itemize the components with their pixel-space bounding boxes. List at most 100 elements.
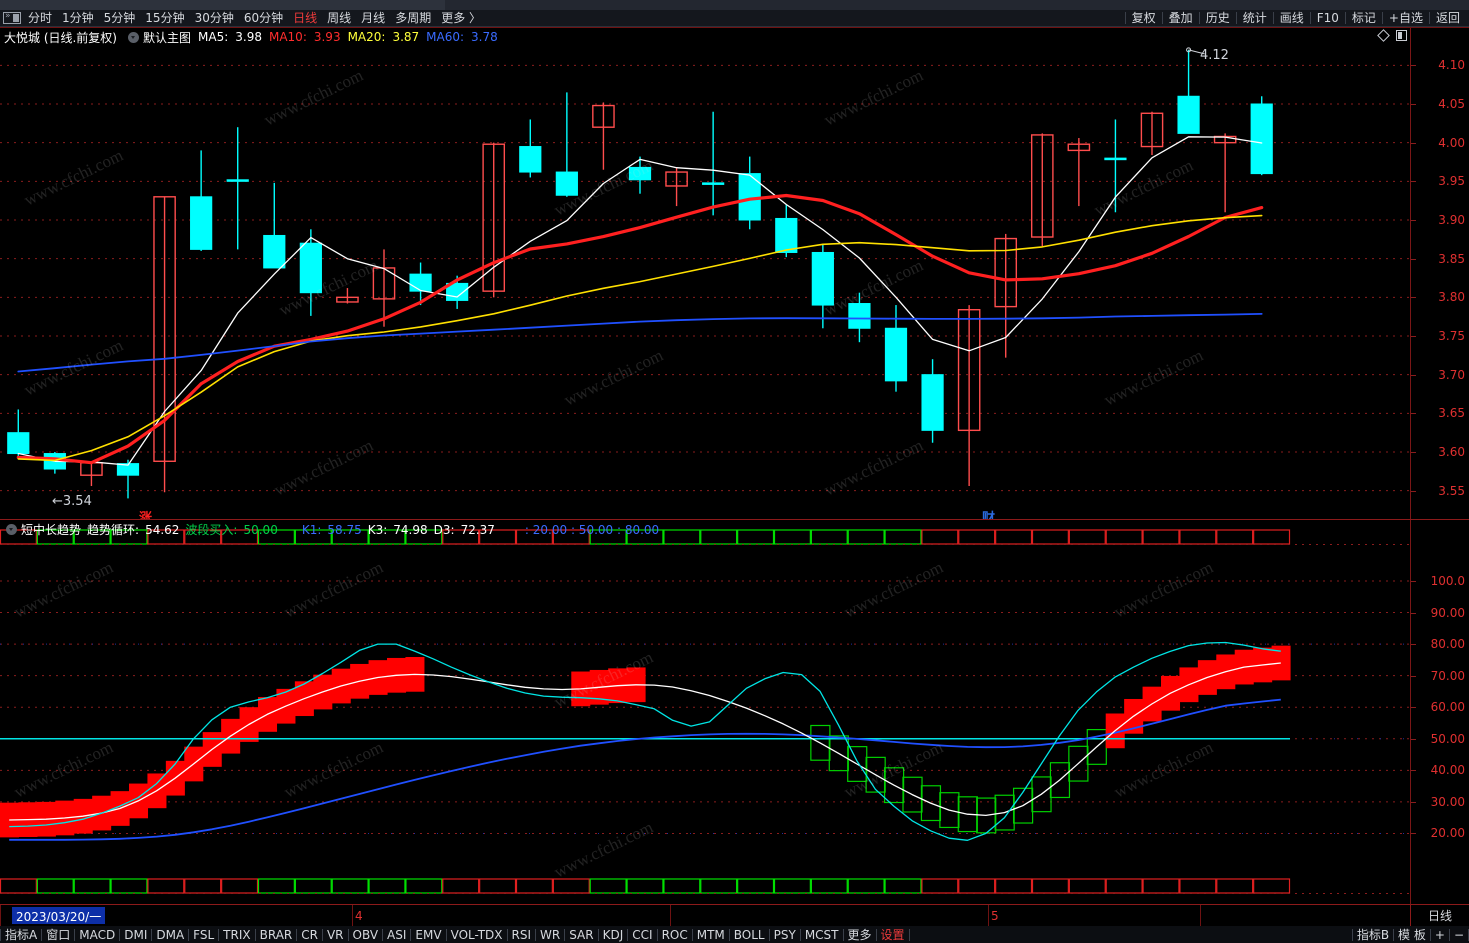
bb-vr[interactable]: VR [323,928,349,941]
toolbar-mark[interactable]: 标记 [1344,12,1382,24]
x-axis-tick [670,905,671,926]
window-tab[interactable] [0,0,330,10]
period-item-30min[interactable]: 30分钟 [194,11,234,25]
period-item-5min[interactable]: 5分钟 [103,11,136,25]
bb-trix[interactable]: TRIX [219,928,256,941]
indicator-tick-label: 40.00 [1430,763,1465,778]
bb-template[interactable]: 模 板 [1394,928,1431,941]
bb-cr[interactable]: CR [297,928,323,941]
period-item-fenshi[interactable]: 分时 [28,11,53,25]
toolbar-history[interactable]: 历史 [1198,12,1236,24]
bb-dmi[interactable]: DMI [120,928,153,941]
bb-boll[interactable]: BOLL [730,928,770,941]
pane-layout-icon[interactable] [1396,30,1407,41]
price-tick-mark [1411,452,1416,453]
indicator-tick-mark [1411,644,1416,646]
toolbar-f10[interactable]: F10 [1309,12,1345,24]
bb-indicator-a[interactable]: 指标A [0,928,43,941]
indicator-title[interactable]: 短中长趋势 [21,523,82,537]
indicator-chart-header: 短中长趋势 趋势循环: 54.62 波段买入: 50.00 K1: 58.75 … [0,520,1469,539]
ma5-label: MA5: [198,30,229,44]
date-readout: 2023/03/20/一 [12,907,106,924]
price-tick-mark [1411,65,1416,67]
x-axis-tick [1200,905,1201,926]
bb-mcst[interactable]: MCST [801,928,844,941]
indicator-toolbar: 指标A 窗口 MACD DMI DMA FSL TRIX BRAR CR VR … [0,926,1469,943]
period-item-daily[interactable]: 日线 [293,11,318,25]
x-axis-bar: 2023/03/20/一 日线 4 5 [0,904,1469,926]
ma20-value: 3.87 [392,30,420,44]
toolbar-back[interactable]: 返回 [1428,12,1466,24]
price-tick-label: 3.65 [1438,406,1465,421]
indicator-tick-label: 100.0 [1430,573,1465,588]
bb-emv[interactable]: EMV [411,928,447,941]
price-axis-scale[interactable]: 4.10 4.05 4.00 3.95 3.90 3.85 3.80 3.75 3.70 3.65… [1410,28,1469,519]
ma20-label: MA20: [347,30,386,44]
period-item-monthly[interactable]: 月线 [361,11,386,25]
price-tick-mark [1411,181,1416,183]
ma60-value: 3.78 [471,30,498,44]
bb-sar[interactable]: SAR [565,928,599,941]
price-tick-label: 3.85 [1438,251,1465,266]
toolbar-stats[interactable]: 统计 [1235,12,1273,24]
bb-dma[interactable]: DMA [152,928,190,941]
toolbar-right-group: 复权 叠加 历史 统计 画线 F10 标记 +自选 返回 [1124,12,1469,24]
period-item-more[interactable]: 更多 〉 [441,11,482,25]
price-tick-label: 3.75 [1438,329,1465,343]
bb-mtm[interactable]: MTM [693,928,730,941]
indicator-axis-scale[interactable]: 100.0 90.00 80.00 70.00 60.00 50.00 40.00 30.00… [1410,520,1469,904]
x-axis-tick [988,905,989,926]
price-plot-area[interactable]: www.cfchi.com www.cfchi.com www.cfchi.co… [0,28,1410,519]
period-item-multi[interactable]: 多周期 [395,11,432,25]
price-chart-header: 大悦城 (日线.前复权) 默认主图 MA5: 3.98 MA10: 3.93 M… [0,28,1469,46]
bb-indicator-b[interactable]: 指标B [1351,928,1395,941]
k3-value: 74.98 [393,522,428,537]
price-tick-label: 4.05 [1438,97,1465,111]
bb-window[interactable]: 窗口 [42,928,76,941]
price-tick-mark [1411,142,1416,144]
bb-zoom-out[interactable]: − [1450,928,1469,941]
price-tick-label: 3.80 [1438,290,1465,305]
bb-rsi[interactable]: RSI [508,928,537,941]
toolbar-drawline[interactable]: 画线 [1272,12,1310,24]
indicator-tick-mark [1411,801,1416,803]
price-tick-label: 3.70 [1438,367,1465,382]
chevron-down-icon[interactable] [128,31,139,43]
price-tick-label: 3.60 [1438,445,1465,459]
period-toggle-icon[interactable] [3,11,21,24]
bb-brar[interactable]: BRAR [256,928,298,941]
window-tab[interactable] [330,0,445,10]
x-axis-tick [0,905,1,926]
period-item-1min[interactable]: 1分钟 [62,11,94,25]
indicator-tick-label: 90.00 [1430,605,1465,620]
bb-cci[interactable]: CCI [628,928,658,941]
d3-value: 72.37 [460,522,495,537]
main-indicator-name[interactable]: 默认主图 [143,30,192,45]
chevron-down-icon[interactable] [6,524,17,535]
bb-settings[interactable]: 设置 [877,928,910,941]
toolbar-add-watchlist[interactable]: +自选 [1381,12,1429,24]
bb-psy[interactable]: PSY [770,928,801,941]
bb-kdj[interactable]: KDJ [599,928,629,941]
indicator-tick-mark [1411,707,1416,709]
period-item-15min[interactable]: 15分钟 [145,11,185,25]
bb-roc[interactable]: ROC [658,928,693,941]
period-item-60min[interactable]: 60分钟 [243,11,284,25]
bb-wr[interactable]: WR [536,928,566,941]
bb-asi[interactable]: ASI [383,928,412,941]
indicator-tick-mark [1411,833,1416,835]
buy-value: 50.00 [243,522,278,537]
indicator-tick-mark [1411,675,1416,677]
bb-vol-tdx[interactable]: VOL-TDX [447,928,508,941]
bb-more[interactable]: 更多 [844,928,877,941]
indicator-plot-area[interactable]: www.cfchi.com www.cfchi.com www.cfchi.co… [0,520,1410,904]
toolbar-adjust[interactable]: 复权 [1124,12,1162,24]
ma10-label: MA10: [268,30,307,44]
bb-obv[interactable]: OBV [349,928,384,941]
up-badge: 涨 [139,511,153,519]
bb-fsl[interactable]: FSL [189,928,220,941]
period-item-weekly[interactable]: 周线 [327,11,352,25]
bb-zoom-in[interactable]: + [1431,928,1450,941]
toolbar-overlay[interactable]: 叠加 [1161,12,1199,24]
bb-macd[interactable]: MACD [75,928,121,941]
